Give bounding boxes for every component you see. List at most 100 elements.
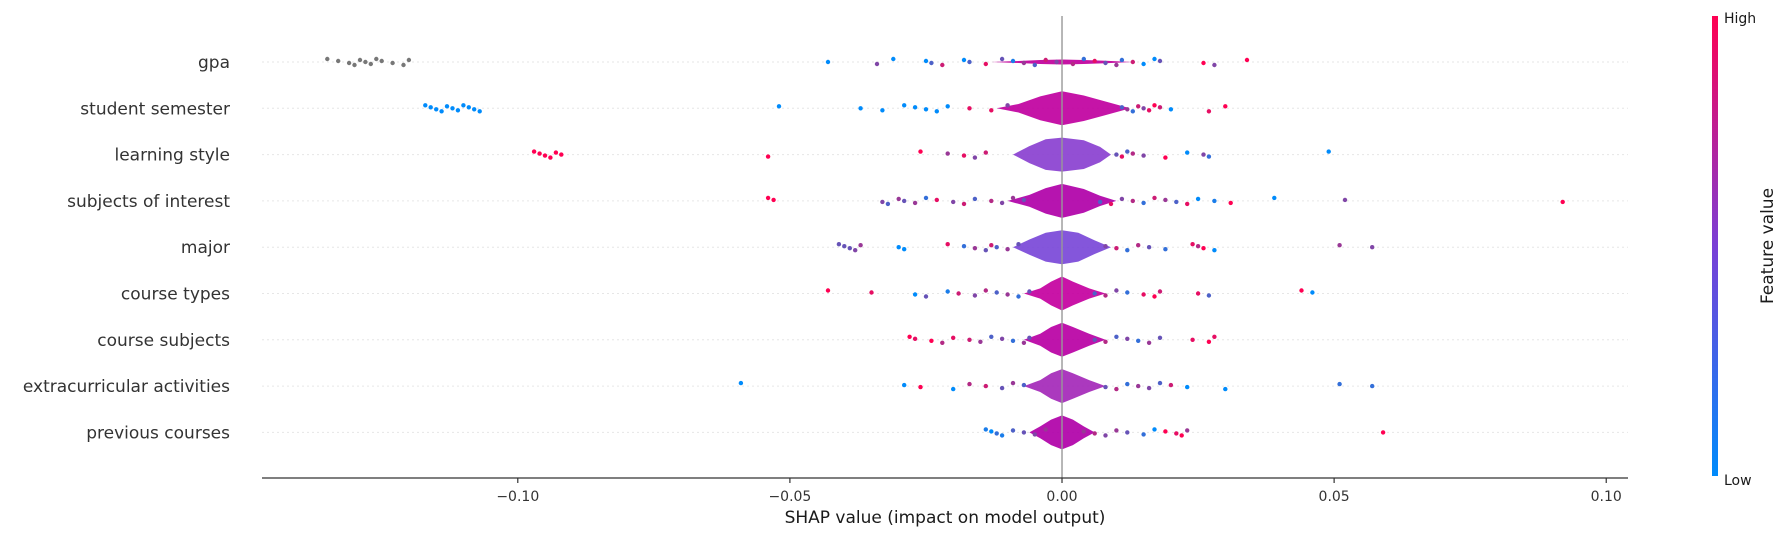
shap-point (983, 248, 988, 253)
shap-point (1201, 152, 1206, 157)
shap-point (1005, 103, 1010, 108)
shap-point (983, 288, 988, 293)
shap-point (439, 109, 444, 114)
shap-point (1103, 60, 1108, 66)
shap-point (1310, 290, 1315, 295)
shap-point (1119, 57, 1125, 63)
x-tick-label: −0.05 (768, 489, 811, 505)
shap-point (1027, 289, 1032, 294)
x-tick-label: 0.10 (1591, 489, 1622, 505)
shap-point (1174, 199, 1179, 205)
shap-point (325, 56, 330, 62)
shap-point (989, 243, 994, 248)
shap-point (531, 149, 537, 154)
shap-point (776, 104, 782, 109)
shap-point (1119, 196, 1125, 202)
shap-point (983, 427, 988, 432)
shap-point (912, 336, 918, 341)
shap-point (1201, 246, 1206, 251)
shap-point (1108, 201, 1114, 207)
shap-point (1206, 154, 1212, 159)
shap-point (423, 103, 428, 108)
shap-point (1114, 386, 1119, 392)
shap-point (1370, 245, 1375, 250)
shap-point (999, 200, 1005, 206)
shap-point (1146, 108, 1152, 113)
shap-point (1157, 289, 1163, 294)
shap-point (1146, 385, 1152, 391)
shap-point (1130, 151, 1136, 156)
shap-point (346, 60, 352, 66)
shap-point (923, 58, 929, 64)
shap-point (1097, 199, 1103, 205)
shap-point (940, 340, 945, 345)
shap-point (1010, 195, 1016, 201)
shap-point (1212, 198, 1217, 204)
shap-point (912, 200, 918, 206)
shap-point (1032, 432, 1038, 437)
shap-point (1206, 339, 1212, 344)
shap-point (1185, 150, 1190, 155)
shap-point (1157, 105, 1163, 110)
shap-point (352, 62, 357, 68)
shap-point (989, 429, 994, 434)
shap-point (1010, 338, 1016, 343)
shap-point (1021, 197, 1027, 203)
shap-point (1081, 429, 1087, 434)
shap-point (918, 149, 923, 154)
shap-point (1157, 380, 1163, 386)
shap-point (902, 198, 907, 204)
shap-point (1157, 335, 1163, 340)
shap-point (1103, 293, 1108, 298)
shap-point (1560, 199, 1565, 205)
shap-point (1157, 58, 1163, 64)
shap-point (967, 59, 972, 65)
shap-point (951, 199, 956, 205)
shap-point (836, 242, 842, 247)
shap-point (1005, 247, 1010, 252)
shap-point (1185, 201, 1190, 207)
shap-point (1005, 292, 1010, 297)
shap-point (1125, 149, 1130, 154)
shap-point (999, 336, 1005, 341)
shap-point (548, 155, 553, 160)
shap-point (907, 334, 912, 339)
shap-point (874, 61, 880, 67)
colorbar-high-label: High (1724, 11, 1756, 27)
shap-point (902, 382, 907, 388)
shap-point (1114, 334, 1119, 339)
shap-point (989, 108, 994, 113)
shap-point (357, 57, 363, 63)
shap-point (956, 291, 961, 296)
shap-point (1141, 106, 1146, 111)
shap-point (374, 56, 379, 62)
shap-point (771, 197, 776, 203)
shap-point (537, 151, 542, 156)
shap-point (466, 105, 471, 110)
shap-point (1212, 248, 1217, 253)
shap-point (1179, 433, 1184, 438)
shap-point (923, 294, 929, 299)
feature-label: student semester (80, 99, 230, 119)
shap-point (972, 196, 978, 202)
shap-point (951, 386, 956, 392)
shap-point (929, 338, 934, 343)
shap-point (1021, 382, 1027, 388)
shap-point (1152, 56, 1157, 62)
shap-point (912, 105, 918, 110)
shap-point (842, 244, 847, 249)
shap-point (379, 58, 384, 64)
shap-point (1228, 200, 1233, 206)
violin-shape (1023, 276, 1106, 311)
shap-point (1043, 57, 1048, 63)
shap-point (1021, 340, 1027, 345)
shap-point (1174, 431, 1179, 436)
shap-point (1244, 57, 1250, 63)
violin-shape (1023, 369, 1106, 404)
shap-point (434, 107, 439, 112)
shap-point (1195, 291, 1201, 296)
shap-point (1206, 293, 1212, 298)
shap-point (951, 335, 956, 340)
shap-point (1016, 294, 1021, 299)
